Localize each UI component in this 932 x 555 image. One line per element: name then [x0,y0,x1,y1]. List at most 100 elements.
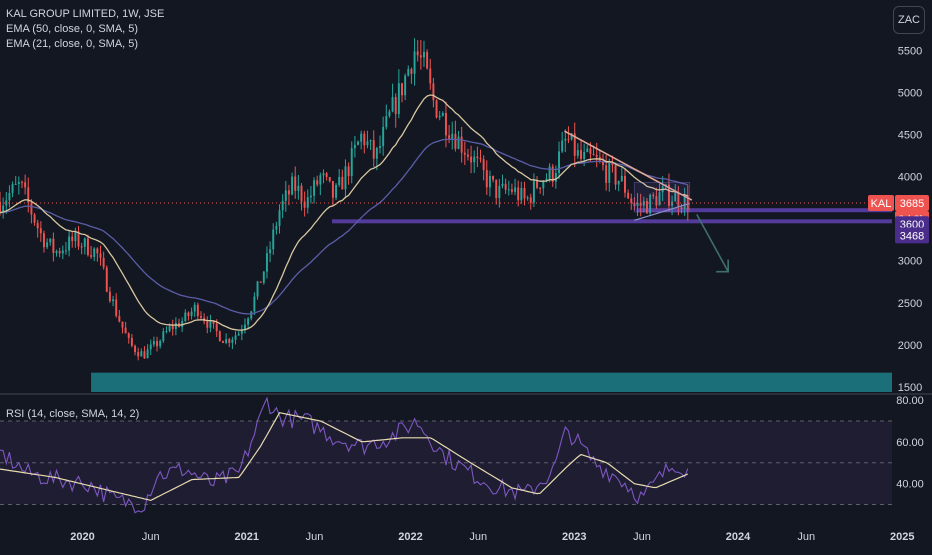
y-tick-label: 2500 [898,298,922,310]
rsi-legend-label: RSI (14, close, SMA, 14, 2) [6,408,140,420]
candle-body [262,271,265,283]
candle-body [124,327,127,334]
candle-body [174,323,177,330]
candle-body [498,185,501,198]
candle-body [306,197,309,208]
candle-body [24,182,27,188]
rsi-legend[interactable]: RSI (14, close, SMA, 14, 2) [6,407,139,422]
candle-body [256,281,259,297]
candle-body [200,316,202,318]
candle-body [2,205,5,213]
candle-body [297,185,300,191]
candle-body [115,299,118,316]
candle-body [589,148,592,154]
candle-body [243,324,246,331]
projection-arrow [696,214,729,273]
candle-body [102,257,105,268]
candle-body [206,321,209,328]
candle-body [284,190,287,201]
y-tick-label: 4000 [898,172,922,184]
x-tick-label: 2024 [726,531,751,543]
candle-body [397,83,400,115]
candle-body [0,201,1,213]
price-label-box [895,195,929,212]
candle-body [335,184,338,198]
candle-body [423,51,425,58]
candle-body [108,291,111,302]
candle-body [532,180,535,203]
candle-body [602,160,604,166]
ema50-legend[interactable]: EMA (50, close, 0, SMA, 5) [6,23,139,35]
candle-body [93,248,96,257]
symbol-title[interactable]: KAL GROUP LIMITED, 1W, JSE [6,8,165,20]
price-label-symbol: KAL [871,198,892,210]
trend-drawings[interactable] [0,130,892,273]
candle-body [394,97,397,115]
candle-body [435,100,438,118]
candle-body [253,296,256,312]
candles [0,38,689,361]
ema21-line [0,94,689,331]
candle-body [127,333,130,338]
candle-body [187,312,190,316]
candle-body [325,173,328,178]
candle-body [426,51,429,69]
candle-body [303,201,306,208]
candle-body [542,181,545,189]
candle-body [316,180,319,185]
triangle-box [633,181,691,213]
descending-trendline [564,130,693,201]
candle-body [573,133,576,156]
candle-body [548,166,551,179]
candle-body [353,144,356,149]
candle-body [112,299,115,302]
x-tick-label: 2025 [890,531,914,543]
candle-body [457,136,460,149]
candle-body [363,133,366,146]
candle-body [570,133,573,140]
candle-body [379,146,381,149]
candle-body [33,214,36,223]
price-label-tag [868,195,894,212]
ema21-legend[interactable]: EMA (21, close, 0, SMA, 5) [6,38,139,50]
candle-body [96,248,99,254]
candle-body [309,195,312,198]
candle-body [39,228,42,234]
currency-button[interactable]: ZAC [893,6,925,34]
x-tick-label: 2023 [562,531,586,543]
price-label-value: 3468 [900,230,924,242]
candle-body [614,165,617,185]
candle-body [287,190,290,195]
candle-body [83,238,86,247]
candle-body [162,331,165,341]
candle-body [448,135,451,139]
candle-body [149,344,152,350]
candle-body [401,83,403,96]
candle-body [636,202,639,206]
candle-body [215,323,218,332]
candle-body [338,176,341,185]
candle-body [517,187,520,201]
candle-body [677,192,680,208]
candle-body [429,68,432,84]
candle-body [438,115,441,118]
candle-body [454,133,457,149]
demand-zone [91,372,892,392]
candle-body [347,166,350,177]
x-tick-label: Jun [797,531,815,543]
candle-body [413,51,416,74]
candle-body [567,138,570,140]
candle-body [592,153,595,155]
candle-body [49,238,52,243]
candle-body [382,126,385,147]
candle-body [611,162,614,166]
candle-body [510,189,513,192]
candle-body [633,202,636,206]
ema-lines [0,94,689,331]
x-tick-label: 2021 [235,531,259,543]
candle-body [407,69,410,76]
candle-body [281,200,284,211]
candle-body [507,189,510,191]
candle-body [580,150,582,159]
